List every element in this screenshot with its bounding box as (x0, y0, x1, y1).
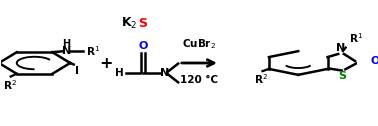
Text: H: H (115, 68, 124, 78)
Text: O: O (370, 56, 378, 66)
Text: O: O (138, 41, 148, 51)
Text: H: H (62, 39, 70, 49)
Text: CuBr$_2$: CuBr$_2$ (182, 37, 216, 51)
Text: 120 °C: 120 °C (180, 75, 218, 85)
Text: K$_2$: K$_2$ (121, 16, 138, 31)
Text: R$^{1}$: R$^{1}$ (349, 31, 363, 45)
Text: N: N (160, 68, 169, 78)
Text: +: + (99, 55, 113, 71)
Text: R$^{2}$: R$^{2}$ (3, 78, 17, 92)
Text: R$^{1}$: R$^{1}$ (86, 44, 100, 58)
Text: I: I (75, 66, 79, 76)
Text: S: S (339, 71, 347, 81)
Text: S: S (139, 17, 147, 30)
Text: N: N (336, 43, 346, 53)
Text: R$^{2}$: R$^{2}$ (254, 72, 268, 86)
Text: N: N (62, 46, 71, 56)
